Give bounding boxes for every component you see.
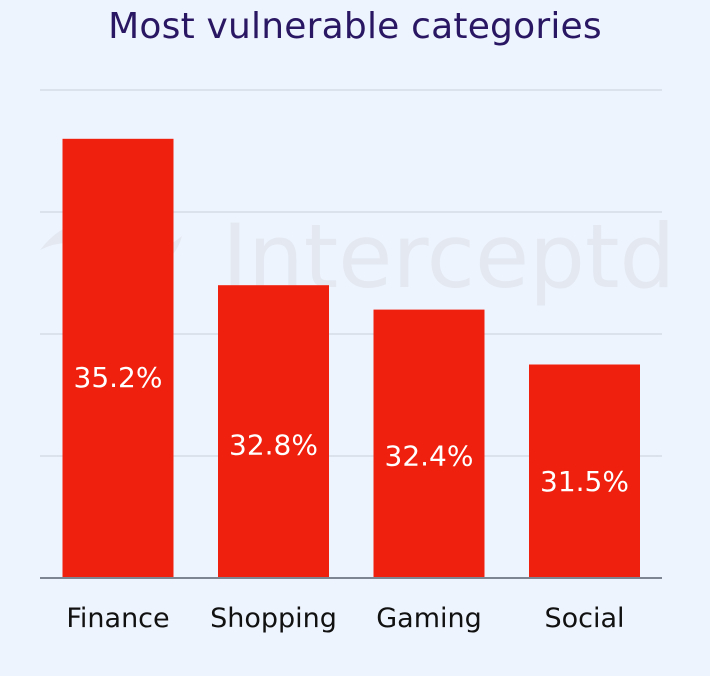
bar xyxy=(62,138,174,579)
data-label: 32.4% xyxy=(385,440,474,473)
data-label: 35.2% xyxy=(74,361,163,394)
bar xyxy=(529,364,640,578)
bars-layer xyxy=(62,138,640,579)
category-tick-label: Gaming xyxy=(376,603,482,634)
category-tick-label: Social xyxy=(544,603,624,634)
data-label: 31.5% xyxy=(540,465,629,498)
data-label: 32.8% xyxy=(229,428,318,461)
category-tick-label: Finance xyxy=(66,603,169,634)
category-tick-label: Shopping xyxy=(210,603,337,634)
chart-title: Most vulnerable categories xyxy=(108,6,602,47)
labels-layer: 35.2% Finance 32.8% Shopping 32.4% Gaming 31.5… xyxy=(66,361,629,634)
bar xyxy=(218,285,329,578)
bar xyxy=(373,309,485,578)
